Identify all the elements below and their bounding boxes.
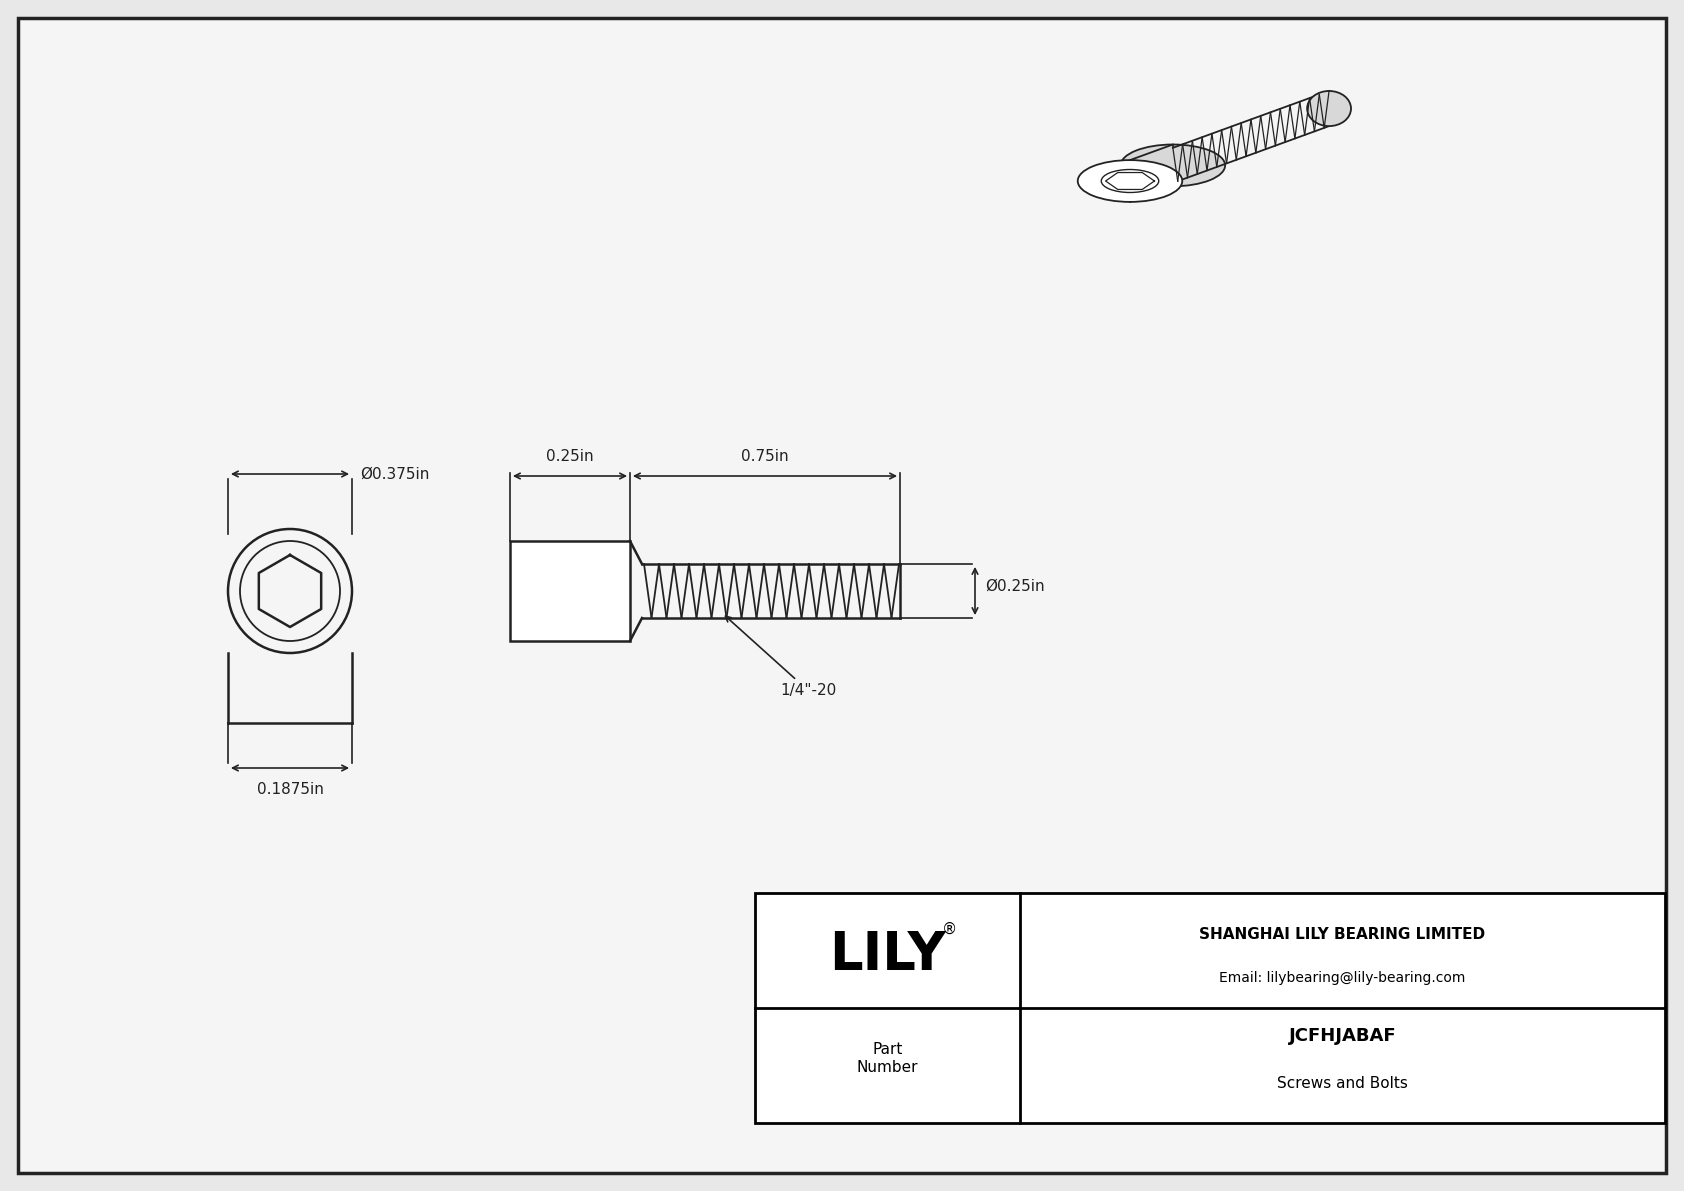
Text: 0.75in: 0.75in [741, 449, 788, 464]
Bar [510, 541, 630, 641]
Text: Ø0.375in: Ø0.375in [360, 467, 429, 481]
Ellipse shape [1078, 160, 1182, 202]
Text: 1/4"-20: 1/4"-20 [726, 616, 837, 698]
Text: SHANGHAI LILY BEARING LIMITED: SHANGHAI LILY BEARING LIMITED [1199, 927, 1485, 942]
Ellipse shape [1307, 91, 1351, 126]
Text: JCFHJABAF: JCFHJABAF [1288, 1027, 1396, 1045]
Text: Email: lilybearing@lily-bearing.com: Email: lilybearing@lily-bearing.com [1219, 971, 1465, 985]
Text: Ø0.25in: Ø0.25in [985, 579, 1044, 593]
Text: 0.1875in: 0.1875in [256, 782, 323, 797]
Text: LILY: LILY [829, 929, 946, 981]
Text: Part
Number: Part Number [857, 1042, 918, 1074]
Text: 0.25in: 0.25in [546, 449, 594, 464]
Ellipse shape [1120, 144, 1224, 186]
Text: ®: ® [941, 922, 957, 936]
Text: Screws and Bolts: Screws and Bolts [1276, 1077, 1408, 1091]
Bar [754, 893, 1665, 1123]
